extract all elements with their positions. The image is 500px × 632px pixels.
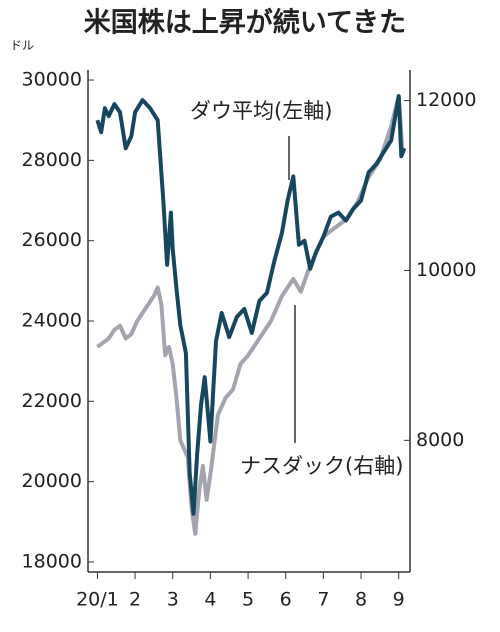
annotation: ダウ平均(左軸): [190, 99, 332, 123]
y-tick-label: 30000: [22, 69, 82, 91]
x-tick-label: 3: [167, 589, 179, 611]
y-unit: ドル: [10, 39, 34, 53]
y2-tick-label: 10000: [416, 259, 476, 281]
series-line: [95, 94, 407, 516]
x-tick-label: 7: [317, 589, 329, 611]
y-tick-label: 24000: [22, 310, 82, 332]
y-tick-label: 26000: [22, 229, 82, 251]
chart-title: 米国株は上昇が続いてきた: [84, 7, 406, 39]
x-tick-label: 4: [204, 589, 216, 611]
y-tick-label: 28000: [22, 149, 82, 171]
x-tick-label: 8: [355, 589, 367, 611]
annotation: ナスダック(右軸): [240, 454, 403, 478]
x-tick-label: 5: [242, 589, 254, 611]
y-tick-label: 22000: [22, 390, 82, 412]
y2-tick-label: 8000: [416, 429, 464, 451]
x-tick-label: 9: [393, 589, 405, 611]
series-line: [96, 94, 405, 536]
x-tick-label: 2: [129, 589, 141, 611]
y2-tick-label: 12000: [416, 89, 476, 111]
y-tick-label: 18000: [22, 550, 82, 572]
x-tick-label: 20/1: [76, 589, 119, 611]
x-tick-label: 6: [280, 589, 292, 611]
y-tick-label: 20000: [22, 470, 82, 492]
